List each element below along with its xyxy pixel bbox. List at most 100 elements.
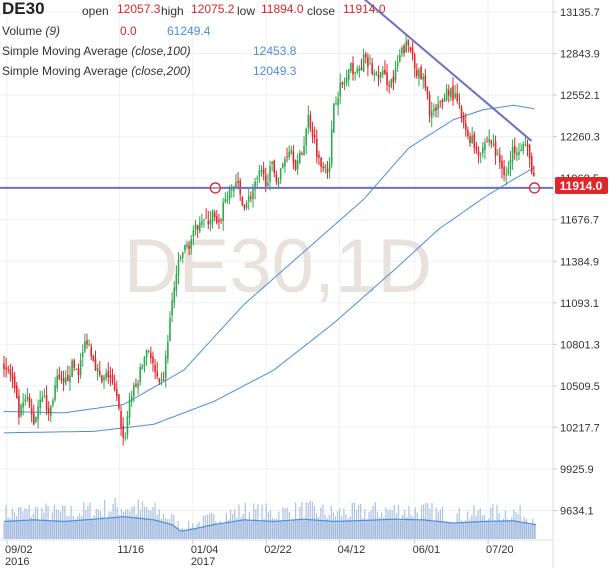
candle-body [488, 138, 490, 142]
volume-bar [106, 518, 108, 539]
volume-bar [368, 511, 370, 539]
candle-body [345, 77, 348, 83]
candle-body [456, 93, 459, 102]
candle-body [84, 341, 86, 352]
volume-bar [143, 506, 146, 539]
candle-body [279, 168, 282, 180]
volume-bar [177, 521, 179, 539]
candle-body [318, 154, 320, 158]
candle-body [115, 389, 118, 397]
candle-body [137, 383, 139, 389]
candle-body [335, 103, 337, 105]
candle-body [111, 375, 114, 383]
volume-bar [334, 516, 337, 539]
volume-bar [83, 502, 85, 539]
candle-body [220, 219, 222, 221]
candle-body [375, 72, 378, 75]
volume-bar [240, 517, 242, 539]
price-axis: 13135.712843.912552.112260.311968.511676… [553, 7, 600, 518]
volume-bar [9, 518, 11, 539]
volume-bar [481, 515, 483, 539]
volume-bar [57, 510, 60, 539]
volume-bar [372, 505, 374, 539]
volume-bar [156, 514, 158, 539]
candle-body [503, 166, 505, 176]
candle-body [213, 212, 216, 218]
candle-body [81, 352, 84, 358]
volume-bar [448, 522, 450, 539]
candle-body [445, 88, 448, 101]
trendlines [0, 0, 553, 194]
volume-bar [387, 510, 389, 539]
candle-body [386, 72, 388, 86]
candle-body [305, 128, 307, 146]
x-tick-year-label: 2017 [191, 556, 215, 568]
last-price-badge-bg [555, 177, 608, 194]
volume-bar [34, 506, 37, 539]
candle-body [316, 138, 318, 157]
x-tick-label: 07/20 [486, 544, 514, 556]
volume-bar [219, 520, 221, 539]
volume-bar [330, 505, 332, 539]
candle-body [103, 377, 105, 381]
candle-body [245, 202, 248, 208]
volume-bar [469, 519, 471, 539]
candle-body [211, 210, 214, 223]
volume-ma-line [3, 516, 537, 532]
volume-bar [198, 521, 200, 539]
sma100-line [3, 104, 535, 414]
volume-bar [282, 507, 284, 539]
candle-body [516, 152, 518, 156]
candle-body [90, 346, 93, 357]
trendline-anchor [209, 182, 221, 194]
candle-body [152, 356, 154, 364]
candle-body [224, 198, 227, 203]
volume-bar [183, 529, 186, 539]
candle-body [139, 367, 141, 383]
candle-body [294, 160, 297, 171]
candle-body [277, 181, 280, 185]
candle-body [413, 54, 416, 69]
volume-bar [257, 503, 259, 539]
volume-bar [206, 514, 209, 539]
volume-bar [43, 512, 45, 539]
candle-body [286, 156, 288, 158]
volume-bar [246, 519, 248, 539]
candle-body [509, 160, 512, 170]
volume-bar [381, 512, 383, 539]
candle-body [226, 199, 229, 201]
candle-body [205, 217, 207, 219]
volume-bar [47, 506, 49, 539]
candle-body [309, 115, 312, 130]
candle-body [367, 57, 369, 67]
candle-body [20, 405, 22, 416]
volume-bar [297, 518, 299, 539]
candle-body [462, 115, 465, 123]
candle-body [67, 375, 69, 381]
candle-body [60, 379, 63, 381]
volume-bar [433, 522, 435, 539]
volume-bar [108, 511, 110, 539]
candle-body [181, 252, 184, 258]
candle-body [394, 68, 397, 81]
candle-body [377, 74, 380, 79]
candle-body [405, 41, 407, 52]
candle-body [75, 368, 78, 370]
volume-bar [452, 522, 454, 539]
candle-body [322, 166, 324, 169]
volume-bar [345, 514, 347, 539]
volume-bar [263, 518, 265, 539]
candle-body [101, 375, 103, 382]
candle-body [264, 175, 267, 187]
candle-body [360, 67, 363, 71]
candle-body [47, 408, 50, 414]
candle-body [11, 373, 14, 380]
candle-body [9, 369, 12, 375]
volume-bar [496, 504, 498, 539]
candle-body [32, 413, 35, 425]
volume-bar [278, 511, 280, 539]
candle-body [58, 374, 61, 380]
volume-bar [364, 509, 366, 539]
